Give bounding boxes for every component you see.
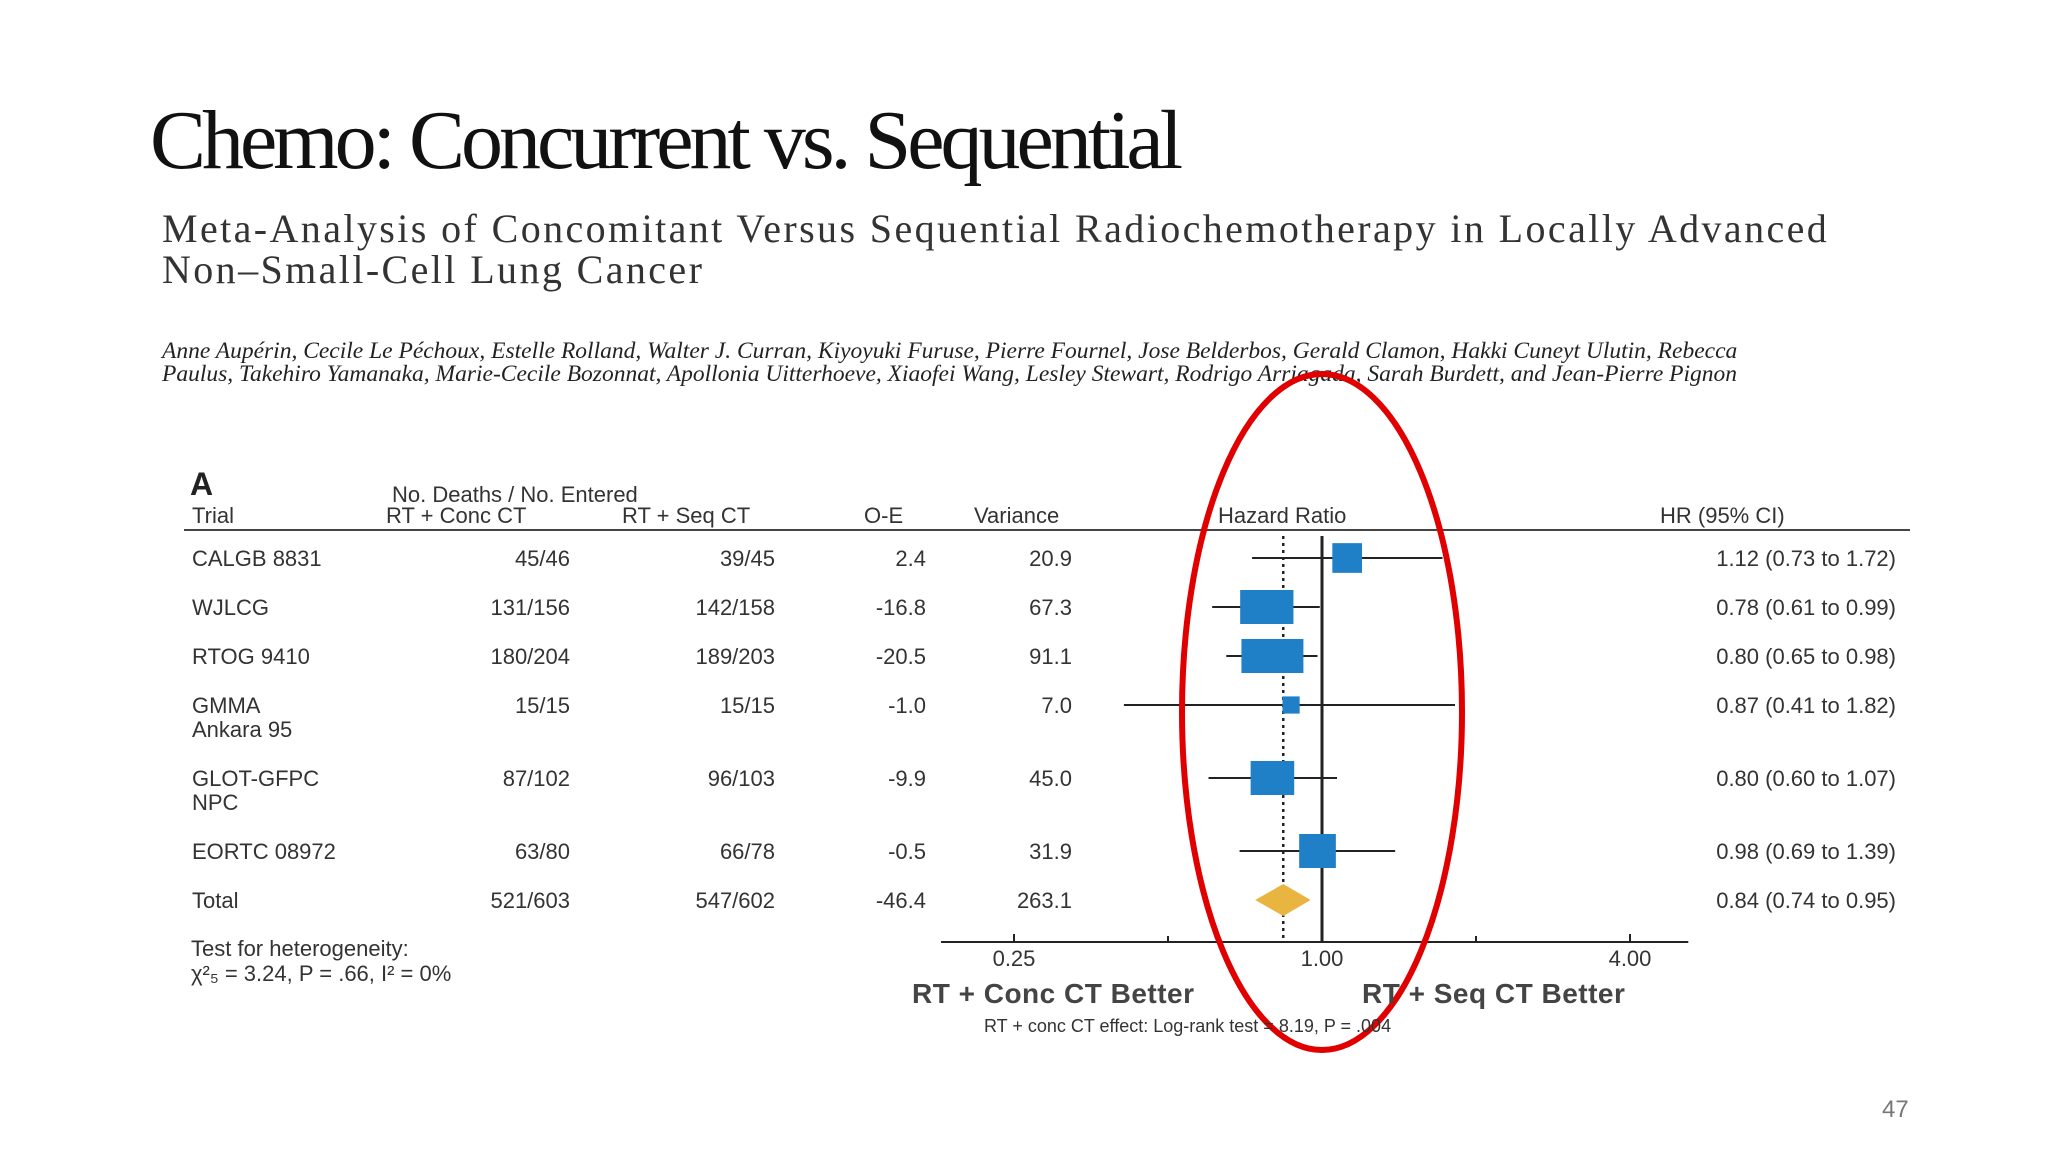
header-trial: Trial: [192, 503, 234, 528]
trial-name-total: Total: [192, 888, 239, 913]
header-hr-ci: HR (95% CI): [1660, 503, 1785, 528]
slide-number: 47: [1882, 1096, 1909, 1123]
header-hazard-ratio: Hazard Ratio: [1218, 503, 1347, 528]
hr-marker: [1332, 543, 1363, 573]
figure-letter: A: [190, 466, 214, 502]
header-rule: [184, 529, 1910, 531]
hr-marker: [1241, 639, 1304, 673]
oe-cell: 2.4: [895, 546, 926, 571]
oe-cell: -1.0: [888, 693, 926, 718]
trial-name: RTOG 9410: [192, 644, 310, 669]
x-tick-label: 0.25: [993, 946, 1036, 971]
trial-name: EORTC 08972: [192, 839, 336, 864]
seq-cell: 66/78: [719, 839, 775, 864]
hr-ci-cell-total: 0.84 (0.74 to 0.95): [1716, 888, 1896, 913]
trial-name: GMMA: [192, 693, 261, 718]
hr-ci-cell: 0.98 (0.69 to 1.39): [1716, 839, 1896, 864]
hr-ci-cell: 0.80 (0.60 to 1.07): [1716, 766, 1896, 791]
x-tick-label: 4.00: [1609, 946, 1652, 971]
heterogeneity-stats: χ²₅ = 3.24, P = .66, I² = 0%: [191, 961, 452, 986]
conc-cell: 131/156: [490, 595, 570, 620]
variance-cell: 91.1: [1029, 644, 1072, 669]
header-deaths-entered: No. Deaths / No. Entered: [392, 482, 638, 507]
hr-ci-cell: 0.80 (0.65 to 0.98): [1716, 644, 1896, 669]
variance-cell: 45.0: [1029, 766, 1072, 791]
hr-marker: [1240, 590, 1294, 624]
conc-cell: 63/80: [514, 839, 570, 864]
header-variance: Variance: [974, 503, 1060, 528]
oe-cell-total: -46.4: [875, 888, 926, 913]
variance-cell: 67.3: [1029, 595, 1072, 620]
seq-cell-total: 547/602: [695, 888, 775, 913]
conc-cell: 87/102: [502, 766, 570, 791]
trial-name: CALGB 8831: [192, 546, 322, 571]
hr-marker: [1250, 761, 1295, 795]
variance-cell: 31.9: [1029, 839, 1072, 864]
oe-cell: -0.5: [888, 839, 926, 864]
conc-cell: 45/46: [514, 546, 570, 571]
trial-name-line2: Ankara 95: [192, 717, 293, 742]
header-oe: O-E: [864, 503, 904, 528]
oe-cell: -20.5: [875, 644, 926, 669]
log-rank-footnote: RT + conc CT effect: Log-rank test = 8.1…: [984, 1016, 1392, 1036]
variance-cell: 20.9: [1029, 546, 1072, 571]
pooled-diamond: [1255, 884, 1311, 916]
hr-ci-cell: 1.12 (0.73 to 1.72): [1716, 546, 1896, 571]
oe-cell: -9.9: [888, 766, 926, 791]
seq-cell: 96/103: [707, 766, 775, 791]
favors-seq-label: RT + Seq CT Better: [1362, 978, 1626, 1009]
paper-title: Meta-Analysis of Concomitant Versus Sequ…: [162, 206, 1830, 292]
x-tick-label: 1.00: [1301, 946, 1344, 971]
trial-name-line2: NPC: [192, 790, 239, 815]
variance-cell: 7.0: [1041, 693, 1072, 718]
trial-name: WJLCG: [192, 595, 269, 620]
heterogeneity-test: Test for heterogeneity: χ²₅ = 3.24, P = …: [191, 936, 451, 986]
header-conc: RT + Conc CT: [386, 503, 527, 528]
hr-ci-cell: 0.87 (0.41 to 1.82): [1716, 693, 1896, 718]
seq-cell: 39/45: [719, 546, 775, 571]
hr-ci-cell: 0.78 (0.61 to 0.99): [1716, 595, 1896, 620]
oe-cell: -16.8: [875, 595, 926, 620]
conc-cell: 15/15: [514, 693, 570, 718]
trial-name: GLOT-GFPC: [192, 766, 320, 791]
hr-marker: [1282, 696, 1300, 714]
heterogeneity-label: Test for heterogeneity:: [191, 936, 409, 961]
variance-cell-total: 263.1: [1016, 888, 1072, 913]
conc-cell: 180/204: [490, 644, 570, 669]
seq-cell: 142/158: [695, 595, 775, 620]
hr-marker: [1299, 834, 1336, 868]
seq-cell: 189/203: [695, 644, 775, 669]
conc-cell-total: 521/603: [490, 888, 570, 913]
annotation-ellipse: [1179, 371, 1465, 1053]
header-seq: RT + Seq CT: [622, 503, 751, 528]
slide-title: Chemo: Concurrent vs. Sequential: [150, 94, 1183, 187]
seq-cell: 15/15: [719, 693, 775, 718]
favors-conc-label: RT + Conc CT Better: [912, 978, 1195, 1009]
